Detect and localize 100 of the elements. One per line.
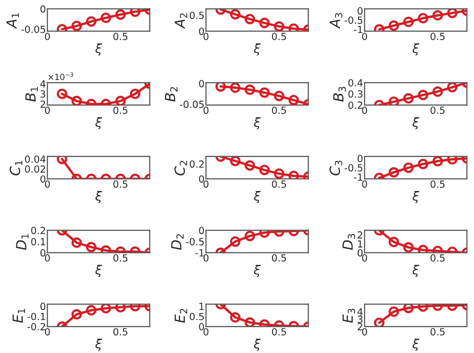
x-tick-label: 0.5 [113, 254, 128, 262]
point [447, 156, 458, 164]
point [71, 96, 82, 106]
x-tick-label: 0.5 [430, 328, 445, 336]
y-tick-label: 0.5 [190, 312, 204, 320]
y-tick-label: -0.2 [28, 323, 46, 330]
point [274, 90, 284, 102]
y-tick-label: 0 [199, 175, 204, 183]
y-tick-label: 4 [357, 308, 363, 316]
point [388, 236, 400, 248]
y-tick-label: 2 [358, 323, 362, 330]
y-tick-label: -0.05 [21, 26, 46, 33]
y-axis-title: D$_{2}$ [171, 234, 184, 250]
x-tick-label: 0.5 [272, 328, 286, 336]
x-tick-label: 0.5 [430, 180, 445, 188]
x-tick-label: 0.5 [113, 106, 128, 114]
point [100, 304, 112, 314]
x-axis-title: ξ [254, 264, 261, 278]
point [230, 9, 240, 20]
y-tick-label: 0.5 [190, 12, 204, 20]
point [86, 16, 96, 27]
point [403, 304, 414, 314]
point [259, 230, 270, 238]
point [374, 318, 384, 327]
point [388, 306, 400, 317]
x-tick-label: 0.5 [113, 32, 128, 40]
y-tick-label: 0 [40, 302, 46, 310]
y-tick-label: 0.02 [25, 165, 46, 173]
point [447, 82, 458, 92]
x-axis-title: ξ [412, 191, 420, 204]
point [86, 242, 96, 252]
y-tick-label: 3 [358, 316, 362, 323]
x-axis-title: ξ [254, 43, 261, 56]
y-axis-title: A$_{2}$ [174, 13, 188, 29]
x-tick-label: 0.5 [430, 32, 445, 40]
point [418, 158, 428, 170]
point [403, 242, 414, 253]
y-tick-label: 0 [40, 249, 46, 257]
y-tick-label: 0 [358, 7, 363, 15]
x-axis-title: ξ [95, 264, 102, 278]
y-tick-label: 3 [40, 90, 46, 98]
x-tick-label: 0.5 [272, 106, 286, 114]
point [274, 168, 284, 179]
point [418, 304, 428, 312]
y-tick-label: 0.4 [348, 79, 363, 86]
y-tick-label: -0.5 [186, 238, 204, 246]
y-axis-title: A$_{1}$ [6, 13, 19, 29]
y-axis-title: B$_{2}$ [165, 87, 178, 102]
y-tick-label: 1 [199, 302, 204, 310]
point [115, 96, 126, 106]
x-tick-label: 0.5 [113, 328, 128, 336]
point [403, 162, 414, 173]
point [230, 236, 240, 247]
point [388, 96, 400, 106]
y-tick-label: 0.2 [190, 160, 204, 168]
x-axis-title: ξ [95, 43, 102, 56]
point [86, 305, 96, 316]
point [447, 8, 458, 18]
point [71, 237, 82, 248]
y-tick-label: 0 [358, 154, 363, 162]
x-axis-title: ξ [412, 43, 420, 56]
point [71, 20, 82, 32]
point [71, 309, 82, 320]
point [403, 16, 414, 28]
point [100, 245, 112, 253]
point [230, 156, 240, 166]
y-tick-label: 0.3 [348, 90, 362, 98]
point [259, 164, 270, 176]
x-axis-title: ξ [412, 338, 420, 351]
y-tick-label: -0.5 [344, 164, 362, 172]
x-axis-title: ξ [95, 338, 102, 351]
point [56, 88, 68, 100]
y-axis-title: C$_{1}$ [10, 160, 22, 176]
x-axis-title: ξ [254, 338, 261, 351]
point [130, 8, 140, 17]
x-tick-label: 0.5 [272, 254, 286, 262]
x-axis-title: ξ [412, 117, 420, 130]
point [244, 230, 256, 242]
y-tick-label: 0 [199, 226, 204, 234]
y-tick-label: 0 [40, 175, 46, 183]
y-tick-label: 2 [40, 100, 46, 108]
point [403, 93, 414, 104]
point [288, 170, 299, 179]
point [244, 14, 256, 24]
y-tick-label: -1 [195, 249, 204, 256]
y-tick-label: -1 [354, 26, 362, 34]
y-axis-title: E$_{2}$ [174, 308, 188, 323]
y-axis-title: C$_{3}$ [330, 160, 342, 176]
y-axis-title: A$_{3}$ [330, 13, 342, 29]
point [215, 82, 226, 92]
x-axis-title: ξ [412, 264, 420, 278]
point [259, 319, 270, 327]
point [288, 94, 299, 106]
text: ×10$^{−3}$ [48, 72, 74, 80]
y-axis-title: B$_{3}$ [333, 86, 346, 102]
point [244, 84, 256, 95]
y-axis-title: E$_{3}$ [342, 308, 356, 323]
point [115, 304, 126, 312]
y-tick-label: -0.5 [344, 16, 362, 24]
x-tick-label: 0.5 [430, 254, 445, 262]
